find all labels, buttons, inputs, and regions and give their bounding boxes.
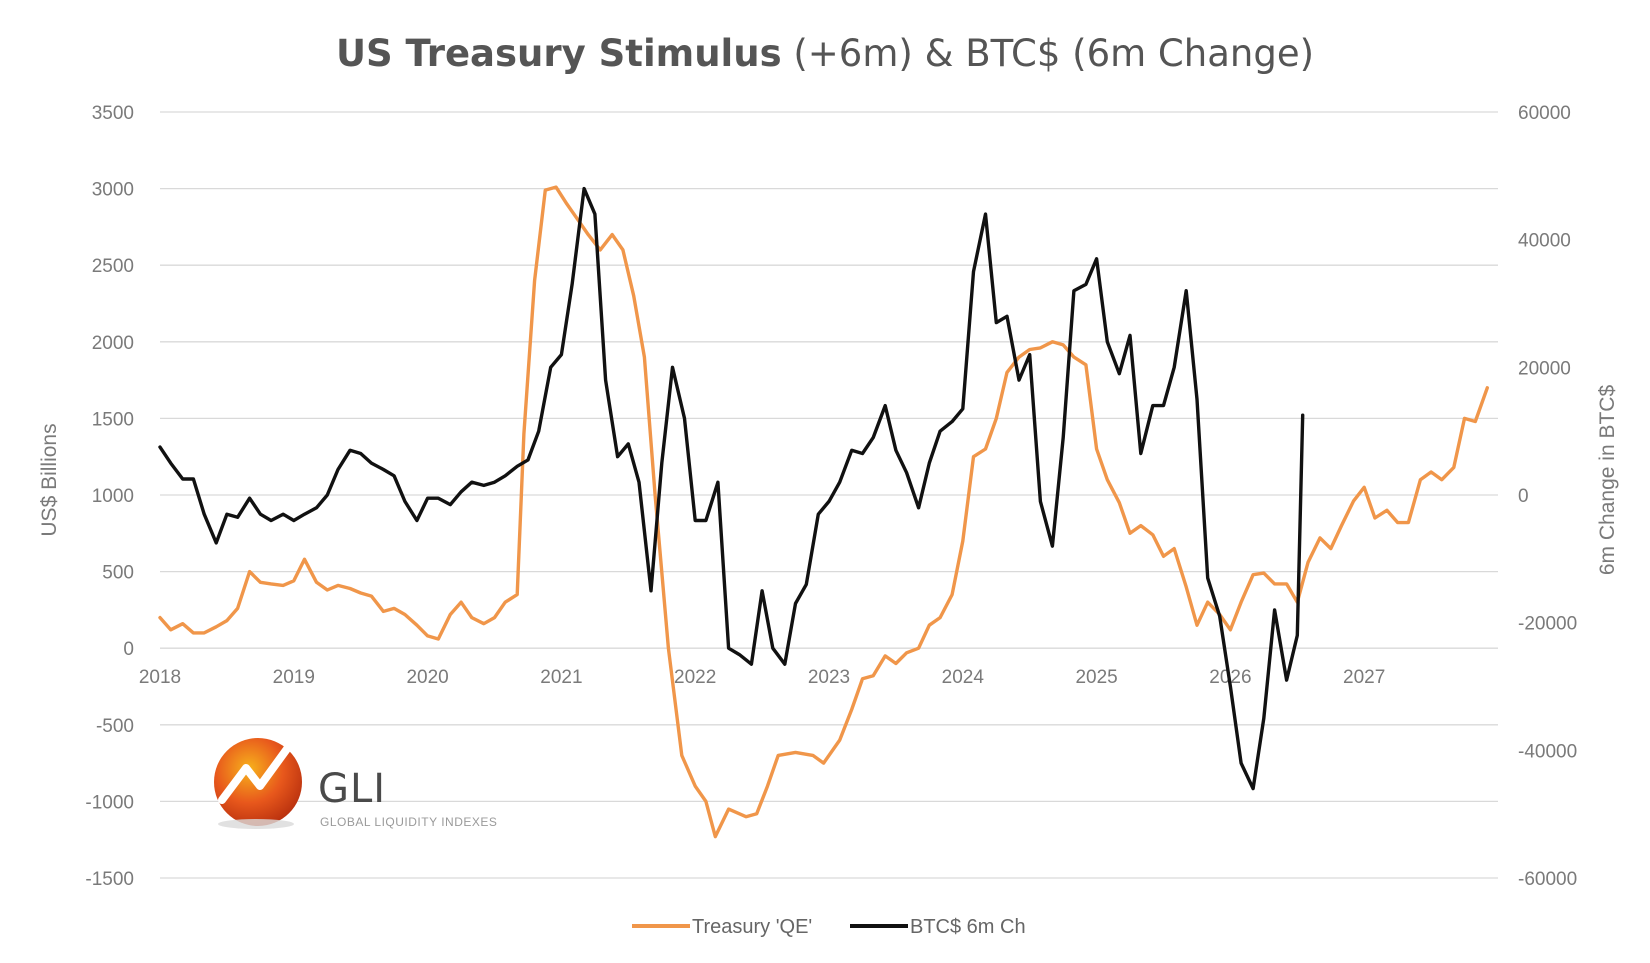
left-tick-label: -1000 [85,792,134,813]
x-tick-label: 2027 [1343,667,1385,688]
right-tick-label: -20000 [1518,614,1577,635]
right-tick-label: -40000 [1518,741,1577,762]
x-tick-label: 2020 [406,667,448,688]
right-tick-label: 0 [1518,486,1529,507]
right-tick-label: 20000 [1518,358,1571,379]
logo-wordmark: GLI [318,766,386,812]
right-tick-label: 40000 [1518,231,1571,252]
x-tick-label: 2024 [942,667,985,688]
x-tick-label: 2025 [1075,667,1117,688]
series-line-btc-6m-change [158,186,1305,791]
left-tick-label: 2500 [92,256,134,277]
right-tick-label: -60000 [1518,869,1577,890]
left-y-axis-ticks: 3500 3000 2500 2000 1500 1000 500 0 -500 -1000 -15… [85,103,134,890]
x-tick-label: 2022 [674,667,716,688]
series-lines [158,185,1489,839]
x-axis-ticks: 2018 2019 2020 2021 2022 2023 2024 2025 2026 2027 [139,667,1385,688]
logo-shadow [218,819,294,829]
chart-title-rest: (+6m) & BTC$ (6m Change) [782,32,1314,75]
legend-label-treasury: Treasury 'QE' [692,916,812,938]
left-tick-label: 1500 [92,409,134,430]
x-tick-label: 2021 [540,667,582,688]
logo-arrow-head-icon [280,736,298,754]
x-tick-label: 2019 [273,667,315,688]
series-line-treasury-qe [158,185,1489,839]
left-tick-label: 500 [102,563,134,584]
x-tick-label: 2023 [808,667,850,688]
legend-label-btc: BTC$ 6m Ch [910,916,1026,938]
left-tick-label: -1500 [85,869,134,890]
x-tick-label: 2018 [139,667,181,688]
chart-title: US Treasury Stimulus (+6m) & BTC$ (6m Ch… [336,32,1314,75]
gridlines [160,111,1498,879]
right-axis-label: 6m Change in BTC$ [1596,385,1619,576]
chart-title-bold: US Treasury Stimulus [336,32,782,75]
right-y-axis-ticks: 60000 40000 20000 0 -20000 -40000 -60000 [1518,103,1577,890]
left-axis-label: US$ Billions [38,423,61,536]
left-tick-label: 2000 [92,333,134,354]
left-tick-label: 1000 [92,486,134,507]
logo-subtitle: GLOBAL LIQUIDITY INDEXES [320,815,497,829]
left-tick-label: -500 [96,716,134,737]
left-tick-label: 0 [123,639,134,660]
legend: Treasury 'QE' BTC$ 6m Ch [632,916,1026,938]
gli-logo: GLI GLOBAL LIQUIDITY INDEXES [214,736,497,829]
left-tick-label: 3000 [92,180,134,201]
logo-trend-arrow-icon [218,738,296,804]
right-tick-label: 60000 [1518,103,1571,124]
left-tick-label: 3500 [92,103,134,124]
